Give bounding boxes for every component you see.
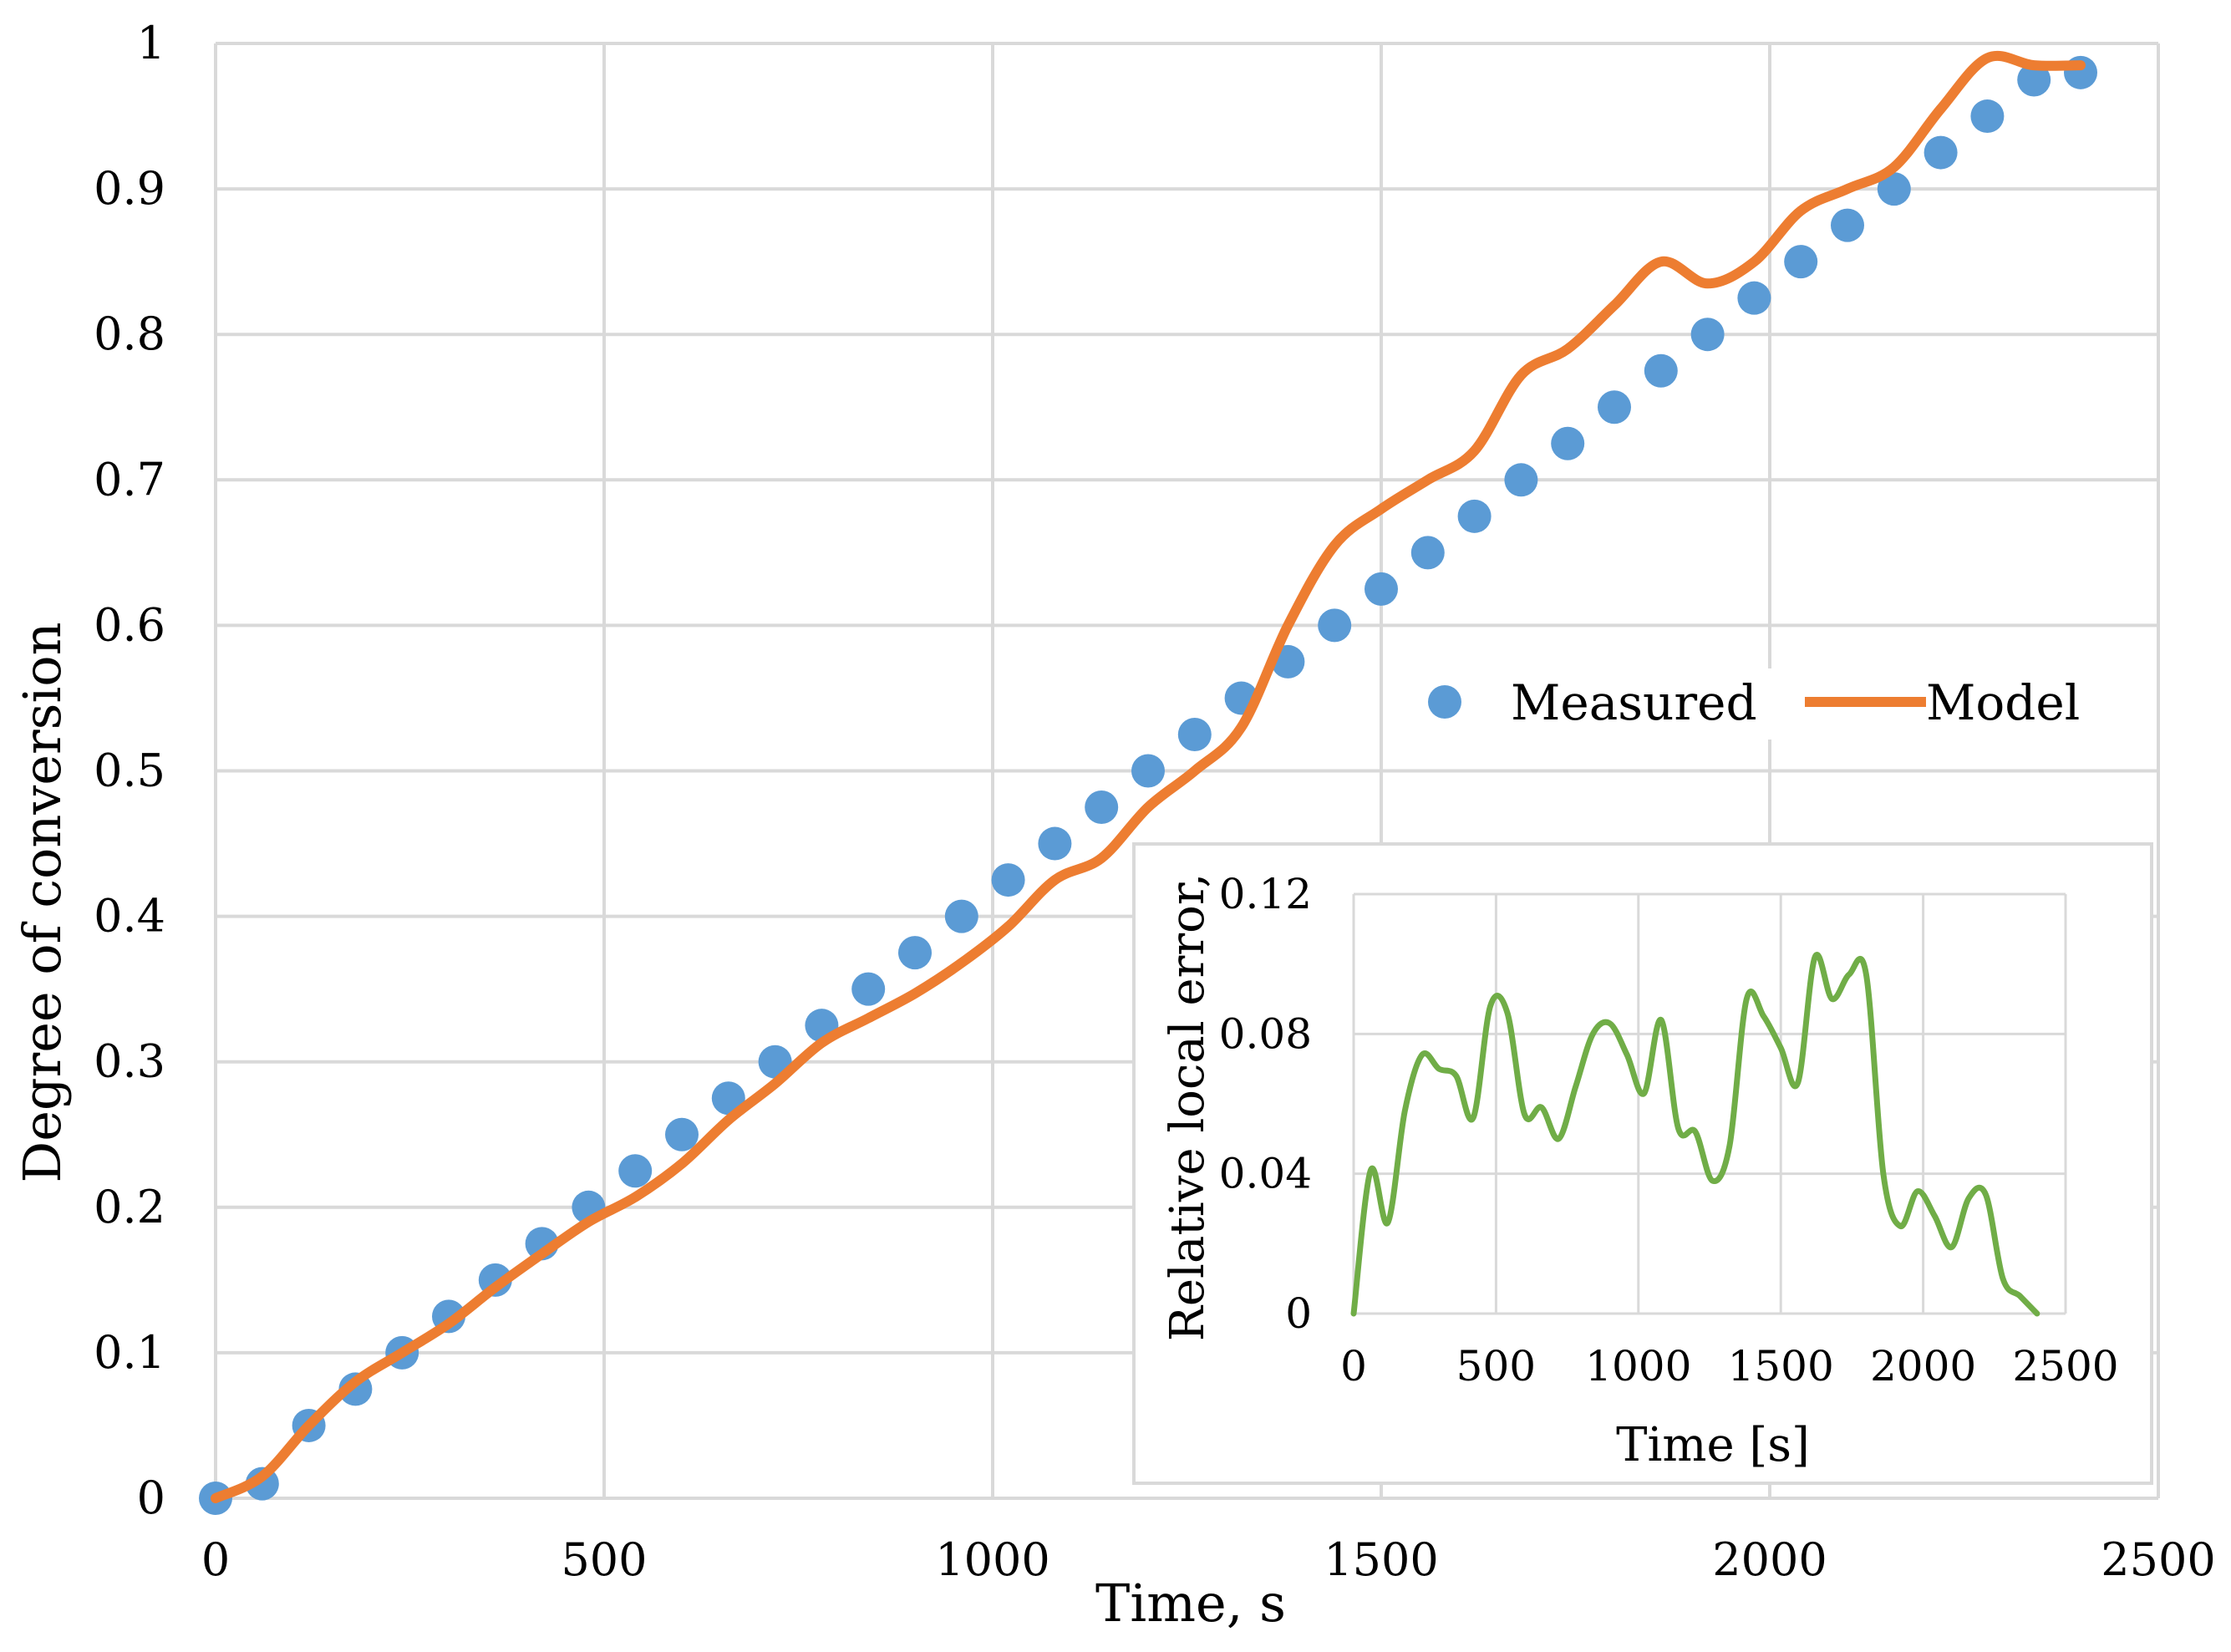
inset-y-tick-label: 0.08: [1219, 1009, 1312, 1058]
legend-background: [1383, 668, 2106, 740]
main-measured-point: [1551, 426, 1585, 460]
main-measured-point: [991, 863, 1025, 897]
main-y-tick-label: 0.7: [94, 453, 165, 506]
main-model-line: [211, 50, 2086, 1503]
main-y-tick-label: 0.3: [94, 1035, 165, 1088]
inset-y-tick-label: 0.12: [1219, 870, 1312, 918]
main-y-axis-title: Degree of conversion: [12, 622, 73, 1182]
inset-y-tick-label: 0: [1285, 1289, 1312, 1338]
inset-tick-labels: 0 500 1000 1500 2000 2500 0 0.04 0.08 0.12: [1219, 870, 2119, 1390]
main-measured-point: [944, 899, 978, 933]
inset-gridlines: [1352, 892, 2067, 1315]
main-measured-point: [618, 1154, 653, 1188]
main-measured-point: [1690, 318, 1725, 352]
main-measured-point: [1737, 281, 1771, 315]
main-x-axis-title: Time, s: [1095, 1573, 1286, 1634]
inset-series-layer: [1350, 952, 2040, 1317]
inset-x-tick-label: 2500: [2012, 1342, 2118, 1390]
main-measured-point: [1410, 536, 1445, 570]
main-measured-point: [1924, 135, 1958, 170]
main-measured-point: [1877, 172, 1911, 206]
inset-x-axis-title: Time [s]: [1616, 1418, 1810, 1472]
main-measured-point: [1365, 572, 1398, 606]
main-measured-point: [2017, 63, 2051, 97]
main-x-tick-label: 0: [201, 1533, 230, 1586]
main-x-tick-label: 2000: [1712, 1533, 1827, 1586]
main-y-tick-label: 0.8: [94, 308, 165, 360]
main-y-tick-label: 0: [137, 1472, 165, 1524]
inset-chart-frame: [1132, 842, 2153, 1485]
main-measured-point: [665, 1117, 699, 1151]
main-measured-point: [1131, 754, 1165, 788]
main-y-tick-label: 0.1: [94, 1326, 165, 1379]
main-tick-labels: 0 500 1000 1500 2000 250000.10.20.30.40.50.60…: [94, 17, 2216, 1586]
inset-relative-local-error-line: [1350, 952, 2040, 1317]
main-measured-point: [1038, 826, 1072, 861]
main-y-tick-label: 0.2: [94, 1181, 165, 1233]
legend-measured-label: Measured: [1511, 674, 1757, 731]
main-x-tick-label: 2500: [2101, 1533, 2215, 1586]
main-measured-point: [1784, 245, 1818, 279]
inset-y-tick-label: 0.04: [1219, 1150, 1312, 1198]
main-x-tick-label: 500: [561, 1533, 647, 1586]
legend-measured-marker: [1428, 685, 1461, 719]
main-y-tick-label: 0.4: [94, 890, 165, 943]
legend-model-label: Model: [1926, 674, 2080, 731]
main-measured-point: [1831, 208, 1864, 242]
legend: Measured Model: [1383, 668, 2106, 740]
main-measured-point: [711, 1081, 745, 1116]
inset-x-tick-label: 0: [1340, 1342, 1367, 1390]
main-measured-point: [1970, 99, 2005, 134]
main-y-tick-label: 1: [137, 17, 165, 69]
main-measured-point: [1644, 353, 1678, 388]
main-x-tick-label: 1000: [935, 1533, 1049, 1586]
main-measured-point: [851, 972, 886, 1006]
inset-x-tick-label: 2000: [1870, 1342, 1976, 1390]
inset-x-tick-label: 500: [1456, 1342, 1536, 1390]
main-measured-point: [1598, 390, 1631, 424]
inset-x-tick-label: 1000: [1585, 1342, 1691, 1390]
main-y-tick-label: 0.6: [94, 598, 165, 651]
inset-y-axis-title: Relative local error,: [1161, 873, 1215, 1342]
main-y-tick-label: 0.5: [94, 745, 165, 797]
main-measured-point: [1504, 463, 1538, 497]
main-measured-point: [1457, 499, 1492, 533]
main-x-tick-label: 1500: [1324, 1533, 1438, 1586]
main-measured-point: [1318, 608, 1352, 643]
main-measured-point: [1177, 717, 1212, 751]
main-series-layer: [199, 50, 2097, 1515]
main-measured-point: [1085, 790, 1119, 825]
inset-x-tick-label: 1500: [1728, 1342, 1834, 1390]
main-y-tick-label: 0.9: [94, 162, 165, 215]
main-measured-point: [898, 936, 932, 970]
